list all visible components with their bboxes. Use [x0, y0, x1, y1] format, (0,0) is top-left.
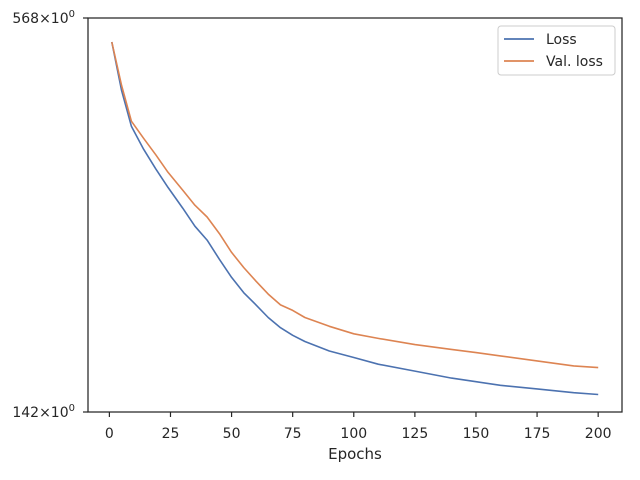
x-tick-label: 50 — [223, 426, 241, 442]
x-tick-label: 100 — [340, 426, 367, 442]
y-tick-label: 568×100 — [12, 9, 75, 27]
x-tick-label: 150 — [463, 426, 490, 442]
y-tick-label: 142×100 — [12, 403, 75, 421]
legend-label-1: Val. loss — [546, 54, 603, 70]
plot-lines — [111, 41, 599, 396]
x-tick-label: 200 — [585, 426, 612, 442]
x-tick-label: 25 — [162, 426, 180, 442]
x-axis: 0 25 50 75 100 125 150 175 200 — [105, 412, 612, 442]
x-tick-label: 75 — [284, 426, 302, 442]
plot-frame — [87, 17, 623, 413]
y-axis: 568×100 142×100 — [12, 9, 88, 421]
x-tick-label: 125 — [402, 426, 429, 442]
series-line-1 — [111, 41, 599, 369]
x-tick-label: 175 — [524, 426, 551, 442]
x-axis-label: Epochs — [328, 445, 382, 463]
series-line-0 — [111, 41, 599, 396]
x-tick-label: 0 — [105, 426, 114, 442]
legend-label-0: Loss — [546, 32, 577, 48]
legend: Loss Val. loss — [497, 25, 616, 76]
